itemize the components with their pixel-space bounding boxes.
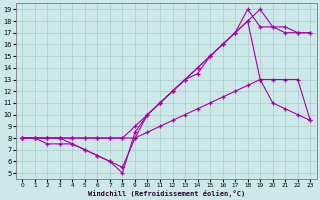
X-axis label: Windchill (Refroidissement éolien,°C): Windchill (Refroidissement éolien,°C) bbox=[88, 190, 245, 197]
